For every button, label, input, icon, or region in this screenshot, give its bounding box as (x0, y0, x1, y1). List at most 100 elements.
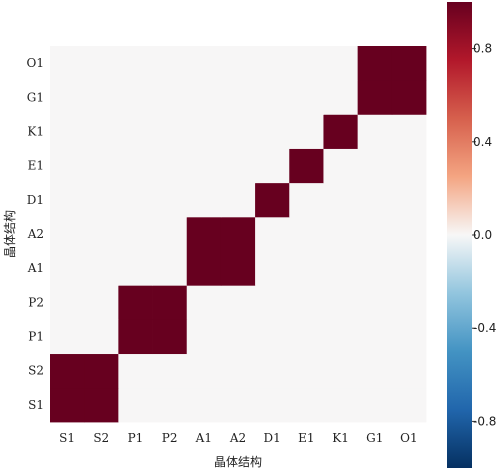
heatmap-cell-P2-P2 (152, 285, 188, 320)
heatmap-cell-A1-S2 (84, 251, 119, 286)
heatmap-cell-P2-G1 (357, 285, 393, 320)
heatmap-cell-P1-S2 (84, 319, 119, 355)
heatmap-cell-K1-D1 (255, 114, 290, 149)
heatmap-cell-S2-E1 (289, 353, 324, 389)
heatmap-cell-S1-K1 (323, 387, 359, 423)
y-tick-label-S1: S1 (28, 398, 44, 412)
heatmap-cell-A1-G1 (357, 251, 393, 286)
x-tick-label-A2: A2 (229, 431, 246, 445)
heatmap-cell-K1-P2 (152, 114, 188, 149)
heatmap-cell-D1-E1 (289, 182, 324, 218)
heatmap-cell-D1-D1 (255, 182, 290, 218)
colorbar-tick-label: -0.4 (473, 321, 496, 335)
heatmap-cell-G1-A1 (186, 80, 222, 115)
heatmap-cell-P2-A2 (220, 285, 256, 320)
heatmap-cell-S1-G1 (357, 387, 393, 423)
heatmap-cell-P1-E1 (289, 319, 324, 355)
heatmap-cell-O1-G1 (357, 46, 393, 81)
heatmap-cell-P2-S1 (50, 285, 85, 320)
y-tick-label-P2: P2 (28, 295, 44, 309)
heatmap-cell-E1-E1 (289, 148, 324, 184)
heatmap-cell-D1-G1 (357, 182, 393, 218)
heatmap-cell-A1-S1 (50, 251, 85, 286)
heatmap-cell-S1-A2 (220, 387, 256, 423)
heatmap-cell-E1-P1 (118, 148, 153, 184)
heatmap-cell-P1-K1 (323, 319, 359, 355)
heatmap-cell-S2-G1 (357, 353, 393, 389)
heatmap-cell-P1-A1 (186, 319, 222, 355)
heatmap-cell-O1-D1 (255, 46, 290, 81)
heatmap-cell-S2-P2 (152, 353, 188, 389)
heatmap-cells (50, 46, 427, 423)
x-tick-label-E1: E1 (298, 431, 314, 445)
heatmap-cell-O1-P2 (152, 46, 188, 81)
heatmap-cell-D1-A1 (186, 182, 222, 218)
heatmap-cell-K1-S1 (50, 114, 85, 149)
x-tick-label-A1: A1 (195, 431, 212, 445)
x-tick-label-S2: S2 (93, 431, 109, 445)
y-tick-label-E1: E1 (28, 159, 44, 173)
heatmap-cell-A2-O1 (391, 216, 427, 252)
heatmap-cell-P2-O1 (391, 285, 427, 320)
heatmap-cell-D1-S2 (84, 182, 119, 218)
heatmap-cell-A1-A1 (186, 251, 222, 286)
y-tick-label-O1: O1 (27, 56, 44, 70)
heatmap-cell-P2-K1 (323, 285, 359, 320)
heatmap-cell-G1-E1 (289, 80, 324, 115)
heatmap-cell-S2-P1 (118, 353, 153, 389)
heatmap-cell-S1-P1 (118, 387, 153, 423)
heatmap-cell-G1-D1 (255, 80, 290, 115)
heatmap-cell-K1-A2 (220, 114, 256, 149)
heatmap-cell-P1-P1 (118, 319, 153, 355)
heatmap-cell-S2-S2 (84, 353, 119, 389)
x-tick-label-O1: O1 (400, 431, 417, 445)
heatmap-cell-O1-E1 (289, 46, 324, 81)
x-axis-label: 晶体结构 (214, 454, 262, 469)
heatmap-cell-A1-P1 (118, 251, 153, 286)
x-tick-label-G1: G1 (366, 431, 383, 445)
colorbar-tick-label: 0.4 (473, 135, 492, 149)
y-tick-label-G1: G1 (27, 90, 44, 104)
colorbar-tick-label: 0.0 (473, 228, 492, 242)
heatmap-cell-S2-S1 (50, 353, 85, 389)
heatmap-cell-P1-P2 (152, 319, 188, 355)
heatmap-cell-S1-O1 (391, 387, 427, 423)
heatmap-cell-D1-O1 (391, 182, 427, 218)
heatmap-cell-E1-P2 (152, 148, 188, 184)
heatmap-cell-P1-A2 (220, 319, 256, 355)
heatmap-cell-A2-P2 (152, 216, 188, 252)
heatmap-cell-A2-G1 (357, 216, 393, 252)
heatmap-cell-S2-K1 (323, 353, 359, 389)
heatmap-cell-O1-S2 (84, 46, 119, 81)
x-tick-label-S1: S1 (59, 431, 75, 445)
heatmap-cell-O1-P1 (118, 46, 153, 81)
heatmap-cell-O1-A1 (186, 46, 222, 81)
heatmap-cell-A2-P1 (118, 216, 153, 252)
heatmap-cell-A2-A1 (186, 216, 222, 252)
heatmap-cell-O1-S1 (50, 46, 85, 81)
x-tick-labels: S1 S2 P1 P2 A1 A2 D1 E1 K1 G1 O1 (59, 431, 417, 445)
y-tick-label-K1: K1 (27, 124, 44, 138)
heatmap-cell-G1-G1 (357, 80, 393, 115)
heatmap-cell-D1-S1 (50, 182, 85, 218)
heatmap-cell-D1-A2 (220, 182, 256, 218)
heatmap-cell-G1-S2 (84, 80, 119, 115)
x-tick-label-D1: D1 (264, 431, 281, 445)
heatmap-cell-A1-A2 (220, 251, 256, 286)
heatmap-cell-K1-O1 (391, 114, 427, 149)
heatmap-cell-P1-O1 (391, 319, 427, 355)
y-tick-label-A2: A2 (27, 227, 44, 241)
heatmap-cell-E1-S2 (84, 148, 119, 184)
heatmap-cell-O1-A2 (220, 46, 256, 81)
heatmap-cell-S2-D1 (255, 353, 290, 389)
x-tick-label-P1: P1 (128, 431, 144, 445)
heatmap-cell-A1-K1 (323, 251, 359, 286)
heatmap-cell-D1-P2 (152, 182, 188, 218)
heatmap-cell-G1-P2 (152, 80, 188, 115)
heatmap-cell-E1-O1 (391, 148, 427, 184)
heatmap-cell-O1-O1 (391, 46, 427, 81)
heatmap-cell-K1-S2 (84, 114, 119, 149)
heatmap-cell-O1-K1 (323, 46, 359, 81)
heatmap-cell-A1-E1 (289, 251, 324, 286)
